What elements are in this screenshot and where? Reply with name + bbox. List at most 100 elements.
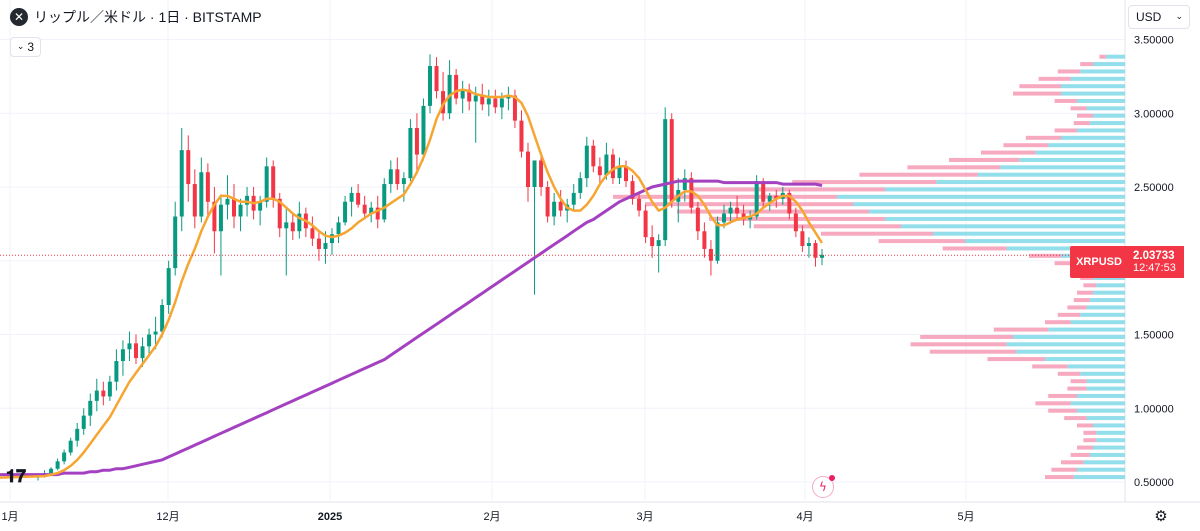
vp-bar-down [1070, 106, 1087, 111]
tradingview-logo-icon[interactable]: 𝟏𝟕 [6, 466, 27, 487]
candle [512, 89, 517, 128]
candle-body [323, 243, 328, 249]
candle [330, 228, 334, 255]
vp-bar-down [1013, 91, 1061, 96]
candle [290, 213, 295, 241]
vp-bar-up [936, 180, 1125, 185]
vp-bar-down [1083, 430, 1097, 435]
vp-bar-up [1000, 165, 1125, 170]
candle [552, 192, 557, 226]
lightning-icon[interactable]: ϟ [812, 475, 835, 498]
candle [120, 340, 125, 376]
candle-body [310, 228, 315, 239]
candle [147, 328, 152, 356]
candle [179, 128, 184, 232]
candle-body [748, 216, 753, 220]
vp-bar-up [1089, 452, 1125, 457]
candle-body [114, 361, 119, 382]
vp-bar-up [1093, 290, 1125, 295]
candle [610, 148, 615, 185]
vp-bar-down [792, 180, 937, 185]
candle-body [375, 207, 380, 220]
vp-bar-up [1035, 150, 1125, 155]
candle [565, 198, 570, 223]
candle-body [656, 240, 661, 246]
candle-body [591, 145, 596, 167]
candle [186, 135, 191, 202]
candle-body [94, 390, 99, 401]
candle [421, 98, 426, 161]
candle-body [486, 98, 491, 105]
candle-body [218, 204, 223, 232]
vp-bar-up [1093, 445, 1125, 450]
candle-body [754, 181, 759, 217]
vp-bar-up [1086, 379, 1125, 384]
candle [94, 378, 99, 412]
vp-bar-down [1054, 261, 1077, 266]
candle [663, 107, 668, 246]
y-tick-label: 3.50000 [1134, 35, 1174, 47]
candle-body [624, 166, 628, 182]
candle-body [454, 74, 459, 99]
vp-bar-up [1077, 467, 1125, 472]
candle [748, 210, 753, 229]
candle-body [571, 192, 576, 205]
vp-bar-down [1077, 113, 1093, 118]
vp-bar-down [1077, 290, 1093, 295]
candle-body [271, 166, 276, 199]
vp-bar-down [753, 224, 901, 229]
vp-bar-down [929, 349, 1017, 354]
chart-grid [0, 0, 1200, 503]
vp-bar-down [1045, 320, 1071, 325]
vp-bar-down [1035, 401, 1071, 406]
candle [584, 136, 589, 187]
candle [597, 157, 602, 185]
symbol-price-tag: XRPUSD [1070, 246, 1128, 278]
vp-bar-down [1077, 445, 1093, 450]
candle-body [212, 201, 217, 232]
currency-selector[interactable]: USD ⌄ [1128, 5, 1190, 29]
candle [101, 381, 106, 406]
vp-bar-up [1006, 246, 1125, 251]
vp-bar-down [1032, 364, 1068, 369]
vp-bar-up [1096, 438, 1125, 443]
candle [728, 201, 733, 223]
candle [55, 458, 60, 471]
candle [800, 225, 805, 252]
candle-body [395, 169, 400, 185]
candle-body [336, 222, 341, 235]
vp-bar-down [1057, 69, 1081, 74]
candle-body [637, 198, 642, 211]
vp-bar-up [1070, 76, 1125, 81]
candle [114, 349, 119, 391]
candle-body [467, 89, 472, 102]
indicator-collapse-button[interactable]: ⌄ 3 [10, 37, 41, 57]
candle [526, 142, 530, 202]
candle-body [428, 66, 432, 106]
candle [813, 240, 818, 267]
candle-body [173, 216, 178, 269]
time-axis[interactable]: 1月 12月 2025 2月 3月 4月 5月 [1, 511, 974, 523]
xrp-logo-icon: ✕ [10, 8, 28, 26]
candle [617, 157, 622, 185]
y-tick-label: 1.00000 [1134, 403, 1174, 415]
candle-body [179, 150, 184, 217]
candle-body [264, 166, 269, 202]
vp-bar-up [1086, 416, 1125, 421]
vp-bar-down [1083, 438, 1097, 443]
vp-bar-up [977, 172, 1125, 177]
vp-bar-down [859, 172, 978, 177]
vp-bar-up [1048, 327, 1125, 332]
candle [205, 163, 210, 217]
bar-countdown: 12:47:53 [1133, 262, 1176, 274]
candle [473, 86, 478, 143]
candle [232, 184, 236, 229]
candle [460, 80, 465, 114]
symbol-title[interactable]: リップル／米ドル · 1日 · BITSTAMP [34, 9, 262, 25]
vp-bar-up [1077, 408, 1125, 413]
candle [62, 449, 67, 465]
vp-bar-down [1003, 143, 1049, 148]
gear-icon[interactable]: ⚙ [1154, 507, 1168, 525]
y-tick-label: 1.50000 [1134, 330, 1174, 342]
